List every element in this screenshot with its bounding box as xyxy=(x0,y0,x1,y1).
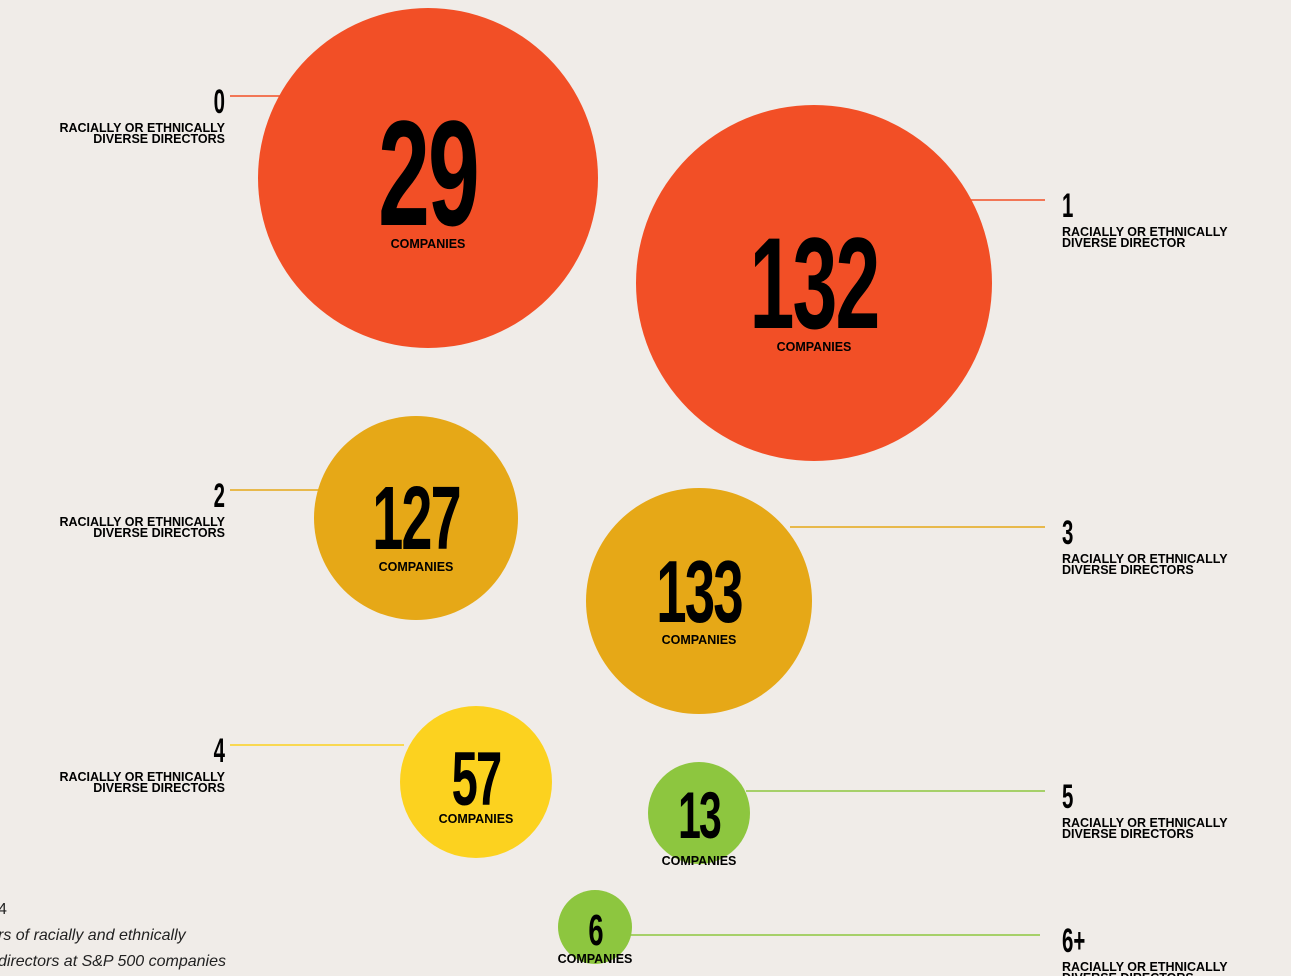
director-count: 4 xyxy=(214,732,226,770)
bubble xyxy=(586,488,812,714)
director-label: RACIALLY OR ETHNICALLY xyxy=(1062,960,1228,974)
director-label: RACIALLY OR ETHNICALLY xyxy=(1062,225,1228,239)
director-count: 1 xyxy=(1062,187,1073,225)
director-label: DIVERSE DIRECTORS xyxy=(1062,827,1194,841)
director-label: DIVERSE DIRECTORS xyxy=(93,781,225,795)
director-count: 6+ xyxy=(1062,922,1085,960)
unit-label: COMPANIES xyxy=(662,633,737,647)
unit-label: COMPANIES xyxy=(391,237,466,251)
unit-label: COMPANIES xyxy=(662,854,737,868)
unit-label: COMPANIES xyxy=(379,560,454,574)
bubble xyxy=(314,416,518,620)
footnote-line: rs of racially and ethnically xyxy=(0,927,187,944)
unit-label: COMPANIES xyxy=(439,812,514,826)
unit-label: COMPANIES xyxy=(777,340,852,354)
company-count: 127 xyxy=(372,467,460,568)
director-count: 2 xyxy=(214,477,225,515)
company-count: 29 xyxy=(378,90,478,257)
director-label: DIVERSE DIRECTORS xyxy=(93,132,225,146)
director-label: DIVERSE DIRECTORS xyxy=(1062,563,1194,577)
director-count: 0 xyxy=(214,83,225,121)
company-count: 132 xyxy=(750,210,879,355)
footnote-number: 4 xyxy=(0,901,7,918)
unit-label: COMPANIES xyxy=(558,952,633,966)
company-count: 57 xyxy=(452,738,501,822)
director-label: RACIALLY OR ETHNICALLY xyxy=(59,515,225,529)
director-label: DIVERSE DIRECTORS xyxy=(1062,971,1194,976)
director-label: DIVERSE DIRECTOR xyxy=(1062,236,1185,250)
director-label: RACIALLY OR ETHNICALLY xyxy=(59,770,225,784)
company-count: 6 xyxy=(588,905,603,954)
bubble xyxy=(400,706,552,858)
director-label: RACIALLY OR ETHNICALLY xyxy=(59,121,225,135)
director-count: 5 xyxy=(1062,778,1073,816)
bubble xyxy=(258,8,598,348)
director-label: RACIALLY OR ETHNICALLY xyxy=(1062,552,1228,566)
director-label: RACIALLY OR ETHNICALLY xyxy=(1062,816,1228,830)
company-count: 133 xyxy=(656,543,742,642)
footnote-line: directors at S&P 500 companies xyxy=(0,953,226,970)
bubble xyxy=(636,105,992,461)
director-count: 3 xyxy=(1062,514,1073,552)
company-count: 13 xyxy=(678,778,721,853)
director-label: DIVERSE DIRECTORS xyxy=(93,526,225,540)
bubble xyxy=(558,890,632,964)
bubble xyxy=(648,762,750,864)
